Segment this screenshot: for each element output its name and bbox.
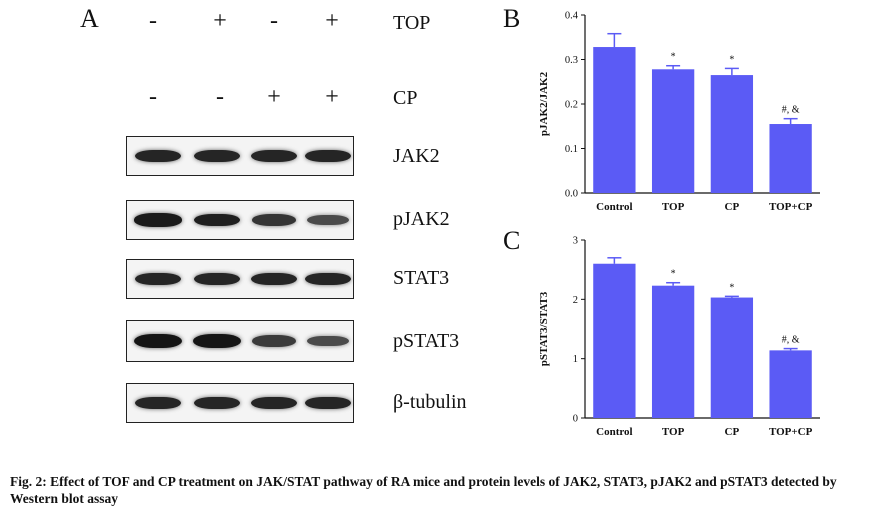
blot-label-pstat3: pSTAT3 — [393, 330, 460, 352]
blot-jak2 — [126, 136, 354, 176]
blot-band — [304, 396, 352, 410]
cp-row-label: CP — [393, 87, 418, 109]
y-axis-label: pJAK2/JAK2 — [538, 71, 550, 136]
panel-a-letter: A — [80, 4, 99, 33]
bar — [593, 263, 636, 418]
top-sign-4: + — [325, 8, 339, 34]
chart-c: 0 1 2 3 pSTAT3/STAT3 Control * TOP * CP #, & TOP+CP — [538, 236, 820, 438]
blot-band — [193, 272, 241, 286]
y-tick-label: 0.2 — [565, 100, 578, 111]
significance-label: * — [671, 52, 676, 63]
x-tick-label: TOP+CP — [769, 426, 813, 438]
y-tick-label: 1 — [573, 354, 578, 365]
blot-label-pjak2: pJAK2 — [393, 208, 450, 230]
blot-band — [134, 213, 182, 227]
blot-band — [307, 335, 349, 347]
blot-beta-tubulin — [126, 383, 354, 423]
chart-b: 0.0 0.1 0.2 0.3 0.4 pJAK2/JAK2 Control * TOP * CP #… — [538, 11, 820, 213]
bar — [769, 350, 812, 418]
blot-band — [304, 272, 352, 286]
blot-band — [134, 272, 182, 286]
blot-band — [134, 333, 182, 349]
blot-band — [134, 149, 182, 163]
bar — [593, 47, 636, 193]
y-tick-label: 0.0 — [565, 189, 578, 200]
blot-band — [251, 214, 297, 226]
blot-band — [250, 149, 298, 163]
blot-band — [134, 396, 182, 410]
x-tick-label: CP — [725, 201, 740, 213]
blot-pjak2 — [126, 200, 354, 240]
cp-sign-4: + — [325, 84, 339, 110]
x-tick-label: TOP — [662, 201, 685, 213]
blot-band — [252, 335, 296, 347]
blot-band — [250, 396, 298, 410]
y-tick-label: 0.3 — [565, 55, 578, 66]
figure-caption: Fig. 2: Effect of TOF and CP treatment o… — [10, 474, 837, 506]
blot-band — [307, 214, 349, 226]
panel-b-letter: B — [503, 4, 521, 33]
significance-label: * — [729, 282, 734, 293]
significance-label: #, & — [782, 335, 800, 346]
blot-band — [250, 272, 298, 286]
x-tick-label: Control — [596, 201, 632, 213]
bar — [769, 124, 812, 193]
top-row-label: TOP — [393, 12, 431, 34]
blot-band — [193, 396, 241, 410]
y-tick-label: 0.1 — [565, 144, 578, 155]
blot-label-stat3: STAT3 — [393, 267, 450, 289]
panel-c-letter: C — [503, 226, 521, 255]
blot-band — [193, 213, 241, 227]
cp-sign-2: - — [216, 84, 224, 110]
y-axis-label: pSTAT3/STAT3 — [538, 291, 550, 366]
top-sign-1: - — [149, 8, 157, 34]
blot-band — [193, 149, 241, 163]
y-tick-label: 0.4 — [565, 11, 579, 22]
bar — [710, 75, 754, 193]
bar — [651, 285, 695, 418]
x-tick-label: CP — [725, 426, 740, 438]
blot-label-jak2: JAK2 — [393, 145, 440, 167]
top-sign-2: + — [213, 8, 227, 34]
x-tick-label: TOP+CP — [769, 201, 813, 213]
significance-label: #, & — [782, 105, 800, 116]
x-tick-label: TOP — [662, 426, 685, 438]
blot-label-beta-tubulin: β-tubulin — [393, 391, 467, 413]
x-tick-label: Control — [596, 426, 632, 438]
y-tick-label: 2 — [573, 295, 578, 306]
significance-label: * — [729, 54, 734, 65]
cp-sign-3: + — [267, 84, 281, 110]
y-tick-label: 3 — [573, 236, 578, 247]
significance-label: * — [671, 269, 676, 280]
cp-sign-1: - — [149, 84, 157, 110]
blot-stat3 — [126, 259, 354, 299]
blot-pstat3 — [126, 320, 354, 362]
bar — [651, 69, 695, 193]
y-tick-label: 0 — [573, 414, 578, 425]
top-sign-3: - — [270, 8, 278, 34]
blot-band — [304, 149, 352, 163]
bar — [710, 297, 754, 418]
blot-band — [193, 334, 241, 348]
